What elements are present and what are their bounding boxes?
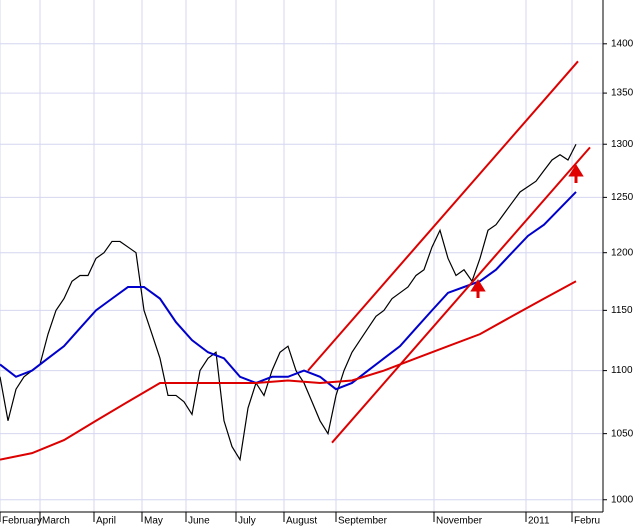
- marks: [0, 60, 591, 462]
- y-tick-label: 1250: [611, 192, 634, 203]
- x-tick-label: September: [338, 516, 388, 527]
- arrow: [470, 279, 486, 298]
- line-series: [0, 191, 577, 391]
- line-series: [0, 143, 577, 462]
- x-tick-label: March: [42, 516, 70, 527]
- arrow: [568, 164, 584, 183]
- x-tick-label: Febru: [574, 516, 600, 527]
- x-tick-label: June: [188, 516, 210, 527]
- y-tick-label: 1300: [611, 139, 634, 150]
- line-series: [0, 280, 577, 461]
- y-tick-label: 1200: [611, 247, 634, 258]
- x-tick-label: August: [286, 516, 317, 527]
- line-series: [331, 146, 591, 444]
- y-tick-label: 1000: [611, 494, 634, 505]
- x-tick-label: April: [96, 516, 116, 527]
- y-tick-label: 1400: [611, 38, 634, 49]
- y-tick-label: 1100: [611, 365, 633, 376]
- line-series: [307, 60, 579, 372]
- y-tick-label: 1350: [611, 88, 634, 99]
- x-tick-label: November: [436, 516, 483, 527]
- x-tick-label: May: [144, 516, 163, 527]
- x-tick-label: February: [2, 516, 42, 527]
- x-tick-label: July: [238, 516, 256, 527]
- x-tick-label: 2011: [528, 516, 550, 527]
- y-tick-label: 1050: [611, 428, 634, 439]
- y-tick-label: 1150: [611, 305, 633, 316]
- grid: [0, 0, 603, 512]
